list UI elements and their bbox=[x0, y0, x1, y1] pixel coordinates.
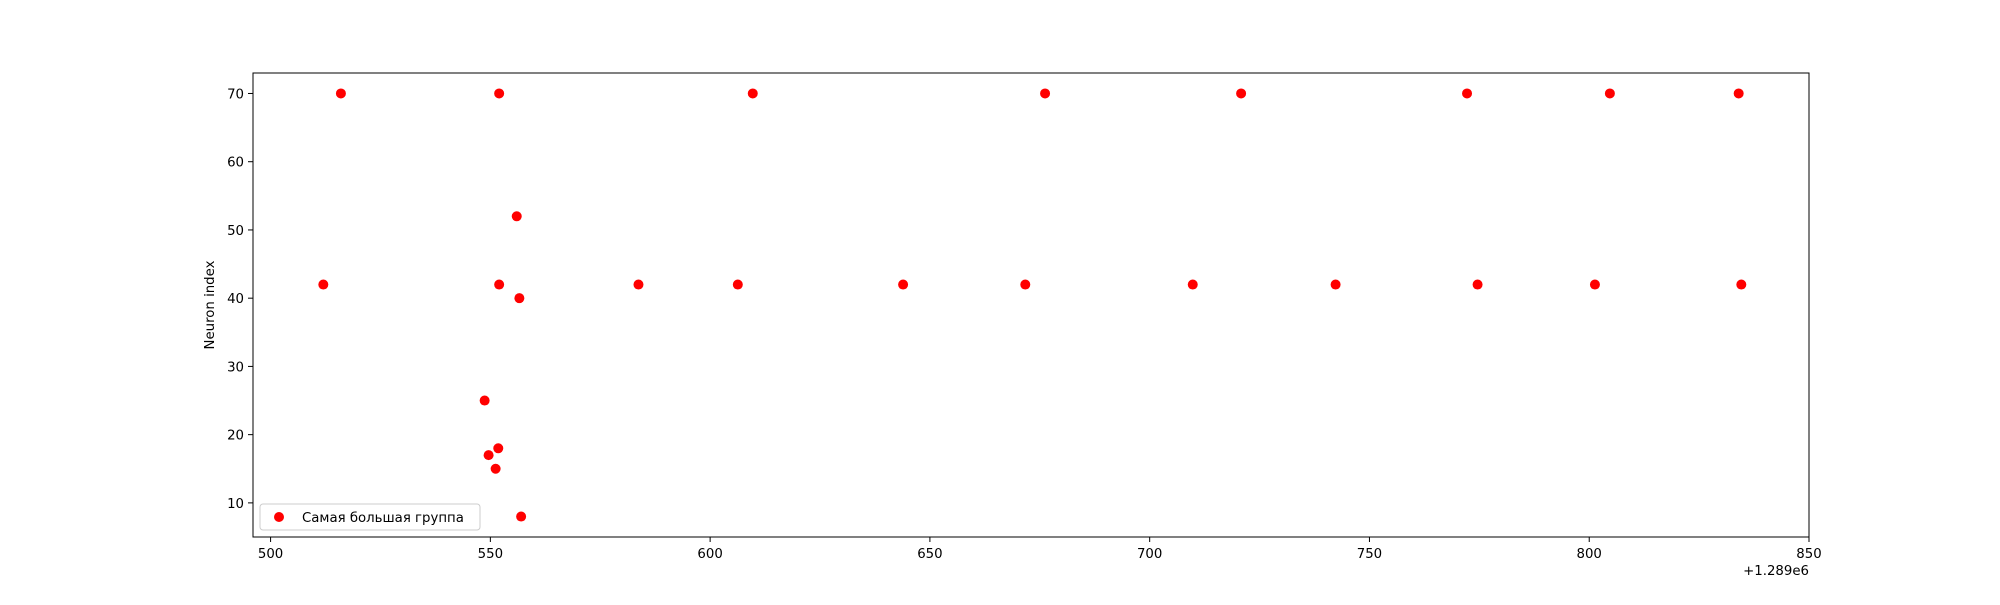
data-point bbox=[747, 88, 758, 99]
y-axis-ticks: 10 20 30 40 50 60 70 bbox=[227, 87, 253, 512]
data-point bbox=[494, 279, 505, 290]
data-point bbox=[1472, 279, 1483, 290]
data-point bbox=[1604, 88, 1615, 99]
data-point bbox=[898, 279, 909, 290]
data-point bbox=[514, 293, 525, 304]
x-axis-offset-label: +1.289e6 bbox=[1743, 564, 1809, 579]
plot-area-frame bbox=[252, 72, 1810, 538]
y-tick-label: 20 bbox=[227, 429, 244, 444]
x-tick-label: 850 bbox=[1796, 547, 1821, 562]
data-point bbox=[479, 395, 490, 406]
data-point bbox=[516, 511, 527, 522]
y-tick-label: 40 bbox=[227, 292, 244, 307]
data-point bbox=[1020, 279, 1031, 290]
legend-marker bbox=[274, 512, 284, 522]
data-point bbox=[1733, 88, 1744, 99]
legend-label: Самая большая группа bbox=[302, 510, 464, 526]
chart-legend: Самая большая группа bbox=[259, 503, 481, 531]
y-axis-label: Neuron index bbox=[203, 260, 218, 349]
data-point bbox=[494, 88, 505, 99]
data-point bbox=[1040, 88, 1051, 99]
data-point bbox=[1462, 88, 1473, 99]
x-tick-label: 600 bbox=[697, 547, 722, 562]
y-tick-label: 10 bbox=[227, 497, 244, 512]
data-point bbox=[1736, 279, 1747, 290]
y-tick-label: 70 bbox=[227, 87, 244, 102]
data-point bbox=[1330, 279, 1341, 290]
data-point bbox=[493, 443, 504, 454]
legend-box bbox=[259, 503, 481, 531]
x-tick-label: 500 bbox=[258, 547, 283, 562]
x-tick-label: 700 bbox=[1137, 547, 1162, 562]
data-points-layer bbox=[318, 88, 1747, 522]
data-point bbox=[490, 463, 501, 474]
x-tick-label: 650 bbox=[917, 547, 942, 562]
x-tick-label: 800 bbox=[1577, 547, 1602, 562]
data-point bbox=[335, 88, 346, 99]
y-tick-label: 50 bbox=[227, 224, 244, 239]
x-tick-label: 550 bbox=[478, 547, 503, 562]
data-point bbox=[483, 450, 494, 461]
x-axis-ticks: 500 550 600 650 700 750 800 850 bbox=[258, 537, 1822, 562]
data-point bbox=[1589, 279, 1600, 290]
data-point bbox=[1236, 88, 1247, 99]
y-tick-label: 30 bbox=[227, 360, 244, 375]
x-tick-label: 750 bbox=[1357, 547, 1382, 562]
y-tick-label: 60 bbox=[227, 156, 244, 171]
data-point bbox=[511, 211, 522, 222]
data-point bbox=[732, 279, 743, 290]
data-point bbox=[633, 279, 644, 290]
data-point bbox=[1187, 279, 1198, 290]
data-point bbox=[318, 279, 329, 290]
